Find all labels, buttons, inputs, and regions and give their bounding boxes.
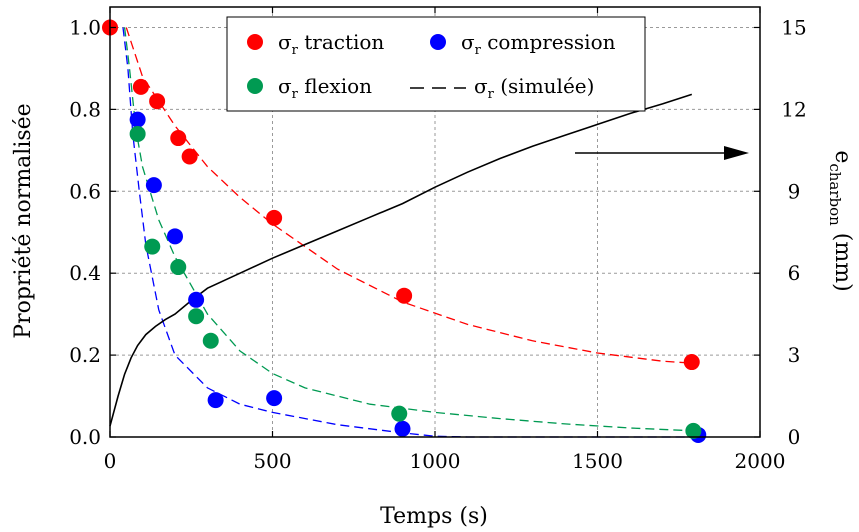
data-point-series-1 xyxy=(394,420,411,437)
y-tick-label: 0.8 xyxy=(69,97,101,121)
y2-tick-label: 15 xyxy=(781,15,806,39)
y2-tick-label: 9 xyxy=(788,179,801,203)
y-tick-label: 1.0 xyxy=(69,15,101,39)
legend-label-flexion: σr flexion xyxy=(278,74,372,102)
legend-box xyxy=(226,16,646,112)
legend-marker-compression xyxy=(430,34,446,50)
y-tick-label: 0.6 xyxy=(69,179,101,203)
curves xyxy=(109,27,699,438)
data-point-series-0 xyxy=(149,93,166,110)
y2-tick-label: 6 xyxy=(788,261,801,285)
data-point-series-1 xyxy=(266,390,283,407)
arrow-head xyxy=(724,146,749,160)
data-point-series-0 xyxy=(132,78,149,95)
data-point-series-0 xyxy=(266,209,283,226)
y-tick-label: 0.0 xyxy=(69,425,101,449)
x-axis-label: Temps (s) xyxy=(380,504,488,529)
y2-label-base: e xyxy=(830,150,855,163)
y-tick-label: 0.4 xyxy=(69,261,101,285)
simulated-curve xyxy=(125,27,696,364)
legend-marker-traction xyxy=(247,34,263,50)
x-tick-label: 1000 xyxy=(410,449,461,473)
legend-label-traction: σr traction xyxy=(278,30,384,58)
data-point-series-1 xyxy=(207,392,224,409)
data-point-series-1 xyxy=(129,111,146,128)
data-point-series-2 xyxy=(129,125,146,142)
legend-marker-flexion xyxy=(247,78,263,94)
data-point-series-1 xyxy=(145,177,162,194)
data-point-series-0 xyxy=(181,148,198,165)
ticks: 0 500 1000 1500 2000 0.0 0.2 0.4 0.6 0.8 1.0 0 3 6 9 12… xyxy=(69,7,807,473)
data-point-series-2 xyxy=(188,308,205,325)
x-tick-label: 2000 xyxy=(735,449,786,473)
data-point-series-1 xyxy=(167,228,183,245)
x-tick-label: 500 xyxy=(253,449,291,473)
data-point-series-2 xyxy=(685,422,702,439)
y2-label-sub: charbon xyxy=(826,163,844,226)
thickness-curve xyxy=(109,93,693,427)
legend: σr traction σr compression σr flexion σr… xyxy=(226,16,646,112)
data-point-series-1 xyxy=(188,291,205,308)
x-tick-label: 0 xyxy=(104,449,117,473)
y2-tick-label: 12 xyxy=(781,97,806,121)
simulated-curve xyxy=(122,27,699,438)
simulated-curve xyxy=(123,27,696,432)
thickness-axis-arrow xyxy=(575,146,749,160)
data-points xyxy=(102,19,707,443)
data-point-series-0 xyxy=(170,130,187,147)
y2-tick-label: 0 xyxy=(788,425,801,449)
data-point-series-0 xyxy=(683,354,700,371)
legend-label-compression: σr compression xyxy=(461,30,616,58)
y-tick-label: 0.2 xyxy=(69,343,101,367)
data-point-series-0 xyxy=(396,287,413,304)
data-point-series-2 xyxy=(144,238,161,255)
x-tick-label: 1500 xyxy=(572,449,623,473)
data-point-series-2 xyxy=(391,405,408,422)
data-point-series-2 xyxy=(170,259,187,276)
legend-label-simulated: σr (simulée) xyxy=(474,74,594,102)
y-axis-label: Propriété normalisée xyxy=(11,103,36,338)
y2-axis-label: echarbon (mm) xyxy=(826,150,855,291)
data-point-series-2 xyxy=(202,332,219,349)
y2-tick-label: 3 xyxy=(788,343,801,367)
y2-label-suffix: (mm) xyxy=(830,226,855,292)
